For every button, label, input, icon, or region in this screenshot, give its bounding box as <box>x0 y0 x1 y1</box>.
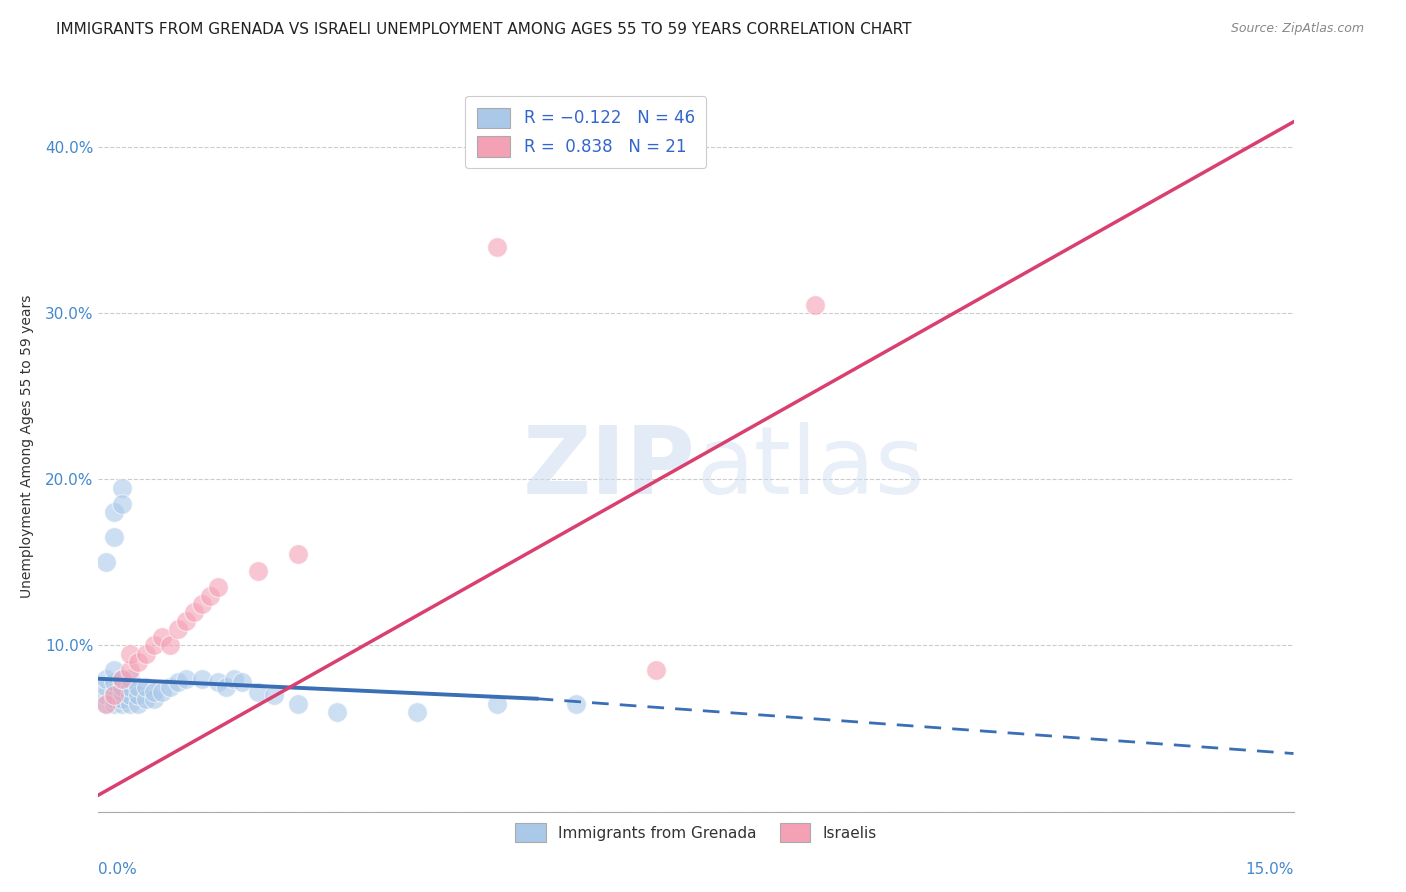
Point <box>183 605 205 619</box>
Point <box>246 564 269 578</box>
Point <box>127 689 149 703</box>
Point <box>120 680 142 694</box>
Point <box>263 689 285 703</box>
Point <box>103 506 125 520</box>
Point <box>111 672 134 686</box>
Point <box>167 675 190 690</box>
Text: 15.0%: 15.0% <box>1246 862 1294 877</box>
Point <box>111 685 134 699</box>
Point <box>127 697 149 711</box>
Point <box>103 689 125 703</box>
Point <box>222 672 245 686</box>
Point <box>191 672 214 686</box>
Point <box>120 672 142 686</box>
Point <box>103 697 125 711</box>
Point <box>645 664 668 678</box>
Point <box>287 547 309 561</box>
Point <box>485 697 508 711</box>
Point <box>111 697 134 711</box>
Point <box>143 691 166 706</box>
Point <box>159 680 181 694</box>
Point <box>120 647 142 661</box>
Point <box>246 685 269 699</box>
Point <box>174 614 197 628</box>
Point <box>103 675 125 690</box>
Point <box>96 697 118 711</box>
Text: ZIP: ZIP <box>523 422 696 514</box>
Point <box>207 675 229 690</box>
Text: 0.0%: 0.0% <box>98 862 138 877</box>
Point <box>135 680 157 694</box>
Point <box>565 697 588 711</box>
Point <box>111 680 134 694</box>
Text: atlas: atlas <box>696 422 924 514</box>
Point <box>207 580 229 594</box>
Point <box>231 675 253 690</box>
Point <box>103 685 125 699</box>
Point <box>143 639 166 653</box>
Text: IMMIGRANTS FROM GRENADA VS ISRAELI UNEMPLOYMENT AMONG AGES 55 TO 59 YEARS CORREL: IMMIGRANTS FROM GRENADA VS ISRAELI UNEMP… <box>56 22 911 37</box>
Point <box>103 691 125 706</box>
Point <box>287 697 309 711</box>
Point <box>198 589 221 603</box>
Point <box>96 697 118 711</box>
Point <box>215 680 238 694</box>
Point <box>96 672 118 686</box>
Legend: Immigrants from Grenada, Israelis: Immigrants from Grenada, Israelis <box>509 817 883 848</box>
Point <box>111 672 134 686</box>
Point <box>150 685 173 699</box>
Point <box>191 597 214 611</box>
Point <box>96 680 118 694</box>
Point <box>120 697 142 711</box>
Point <box>150 630 173 644</box>
Point <box>111 481 134 495</box>
Point <box>167 622 190 636</box>
Point <box>96 689 118 703</box>
Point <box>406 705 429 719</box>
Point <box>120 689 142 703</box>
Y-axis label: Unemployment Among Ages 55 to 59 years: Unemployment Among Ages 55 to 59 years <box>20 294 34 598</box>
Point <box>111 691 134 706</box>
Point <box>111 497 134 511</box>
Point <box>127 680 149 694</box>
Point <box>120 664 142 678</box>
Point <box>127 655 149 669</box>
Point <box>174 672 197 686</box>
Point <box>96 555 118 569</box>
Point <box>103 664 125 678</box>
Point <box>485 239 508 253</box>
Point <box>143 685 166 699</box>
Point <box>804 298 827 312</box>
Point <box>103 530 125 544</box>
Point <box>159 639 181 653</box>
Text: Source: ZipAtlas.com: Source: ZipAtlas.com <box>1230 22 1364 36</box>
Point <box>135 647 157 661</box>
Point <box>326 705 349 719</box>
Point <box>135 691 157 706</box>
